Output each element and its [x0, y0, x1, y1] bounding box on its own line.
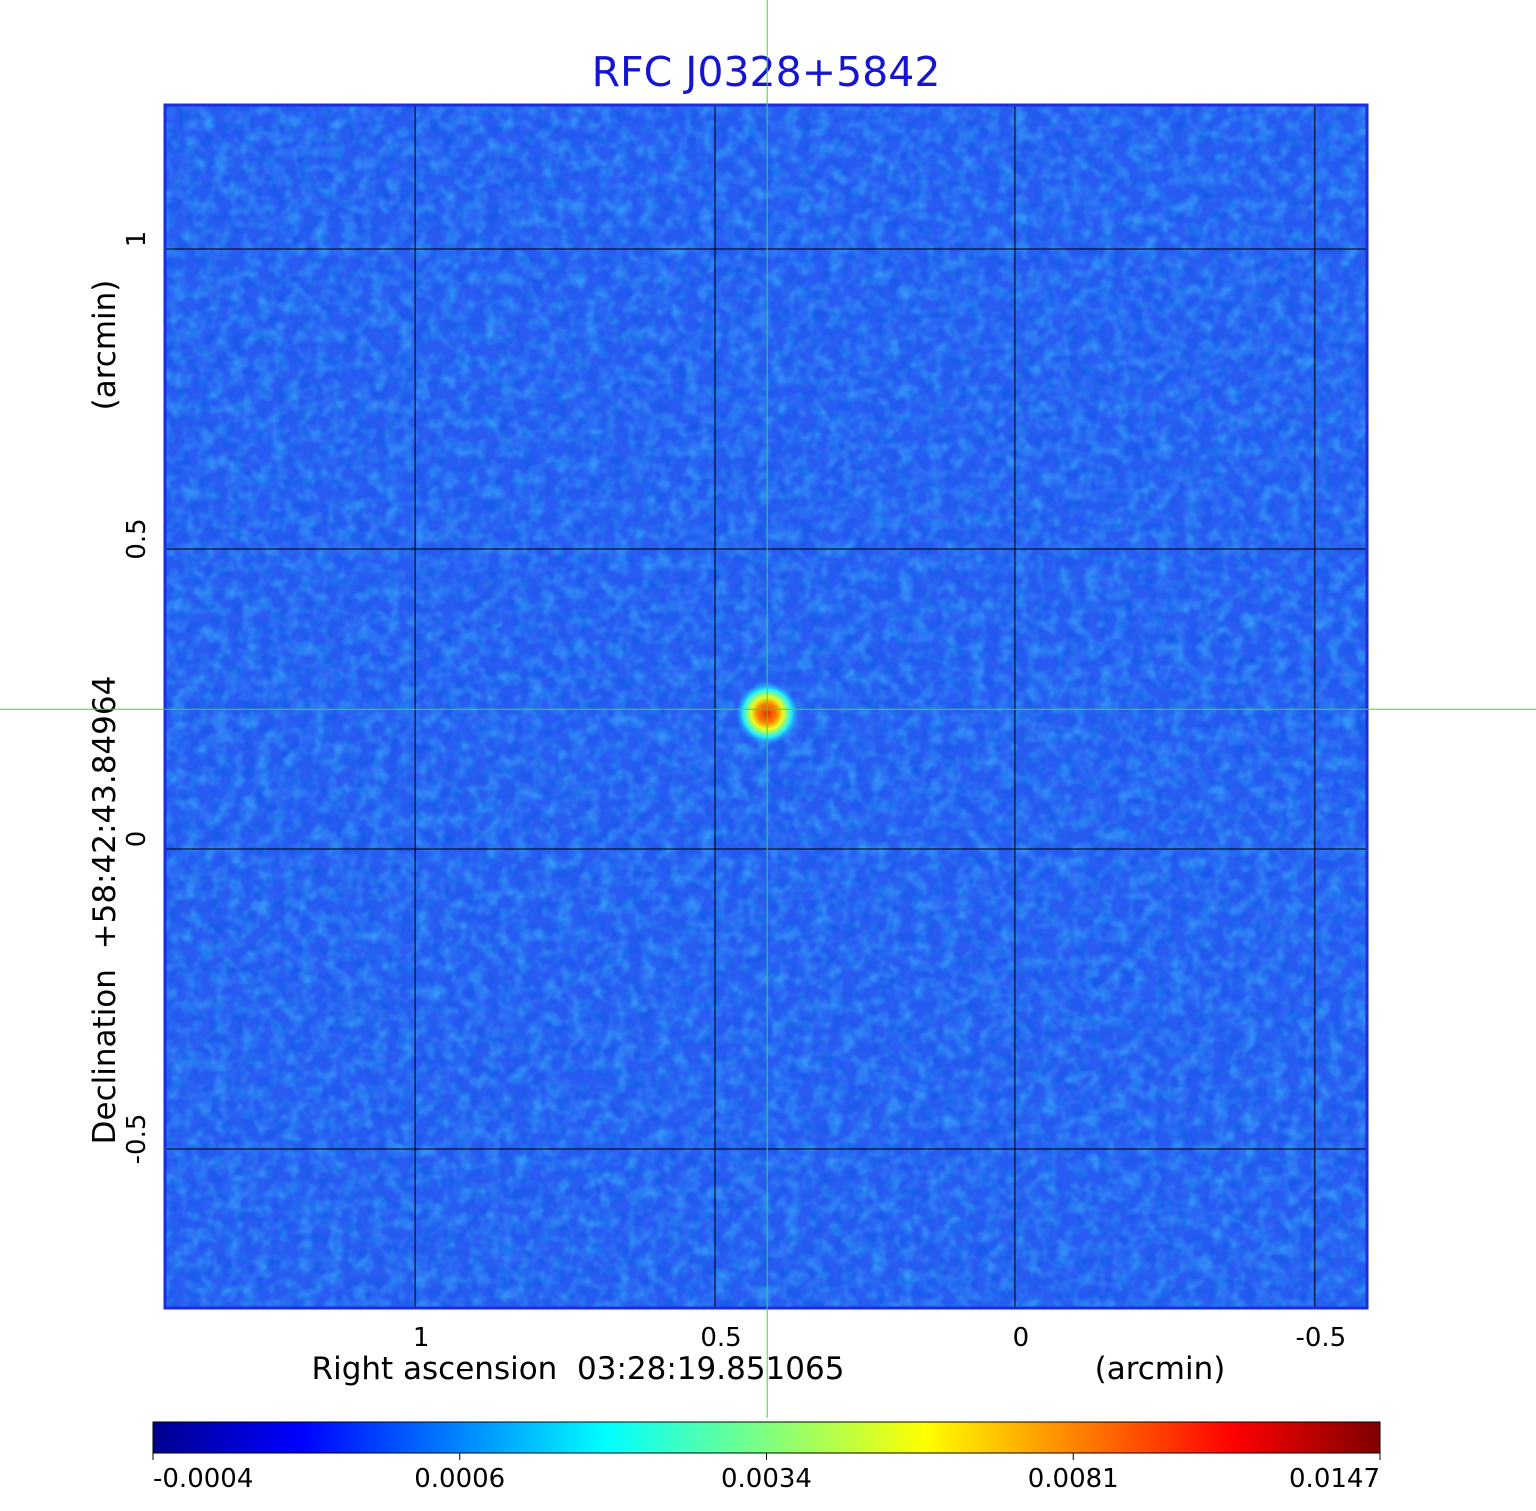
colorbar	[152, 1421, 1381, 1454]
y-axis-unit: (arcmin)	[87, 280, 123, 411]
colorbar-tick-label: 0.0006	[414, 1464, 505, 1494]
x-tick-label: 1	[413, 1323, 430, 1353]
chart-title: RFC J0328+5842	[592, 48, 941, 96]
x-tick-label: 0.5	[700, 1323, 741, 1353]
x-axis-label: Right ascension 03:28:19.851065	[312, 1351, 845, 1387]
x-tick-label: -0.5	[1295, 1323, 1346, 1353]
colorbar-tick-label: 0.0081	[1028, 1464, 1119, 1494]
y-tick-label: -0.5	[122, 1114, 152, 1165]
x-axis-unit: (arcmin)	[1095, 1351, 1226, 1387]
y-tick-label: 0	[122, 831, 152, 848]
y-tick-label: 0.5	[122, 518, 152, 559]
image-frame	[163, 103, 1369, 1310]
y-tick-label: 1	[122, 231, 152, 248]
y-axis-label: Declination +58:42:43.84964	[87, 676, 123, 1145]
colorbar-tick-label: -0.0004	[153, 1464, 253, 1494]
grid	[165, 105, 1367, 1308]
colorbar-tick-label: 0.0147	[1289, 1464, 1380, 1494]
x-tick-label: 0	[1013, 1323, 1030, 1353]
colorbar-tick-label: 0.0034	[721, 1464, 812, 1494]
